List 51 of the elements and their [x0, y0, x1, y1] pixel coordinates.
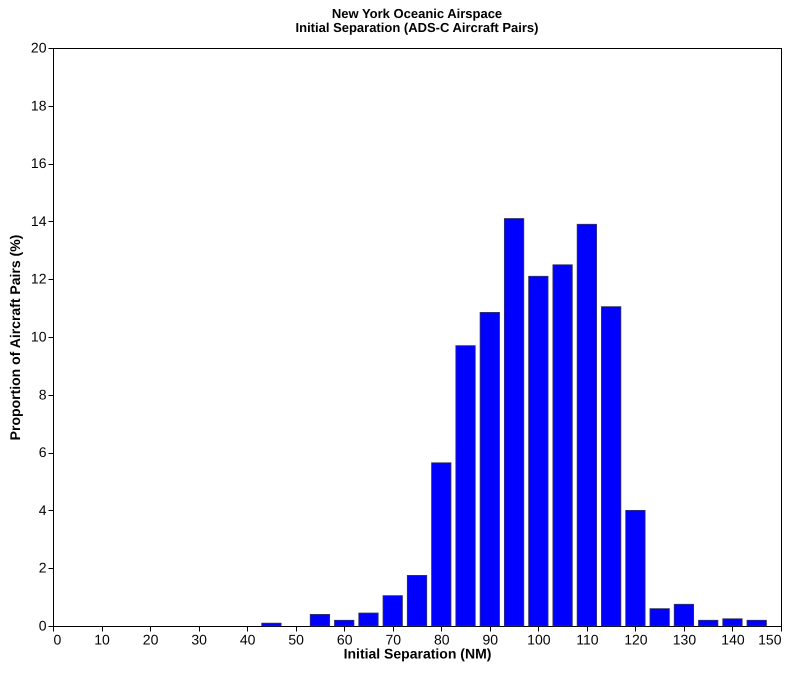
- x-tick-label: 80: [434, 632, 450, 648]
- bar: [431, 462, 452, 626]
- bar: [552, 264, 573, 626]
- bar: [334, 620, 354, 626]
- y-tick-label: 10: [30, 328, 47, 344]
- x-tick-label: 120: [624, 632, 648, 648]
- x-tick-label: 30: [191, 632, 208, 648]
- bar: [650, 608, 670, 626]
- x-tick-label: 40: [240, 632, 256, 648]
- x-tick-label: 70: [385, 632, 402, 648]
- bar: [261, 622, 282, 626]
- bar: [746, 620, 767, 626]
- bar: [722, 618, 743, 626]
- bar: [382, 595, 403, 626]
- chart-title: New York Oceanic Airspace: [332, 6, 502, 21]
- x-tick-label: 20: [142, 632, 159, 648]
- y-tick-label: 16: [30, 155, 47, 172]
- x-tick-label: 60: [336, 632, 353, 648]
- y-tick-label: 8: [38, 386, 47, 402]
- y-tick-label: 0: [38, 618, 47, 634]
- bar: [625, 510, 646, 626]
- x-tick-label: 150: [758, 632, 782, 648]
- x-tick-label: 0: [54, 632, 62, 648]
- y-tick-label: 12: [30, 270, 47, 287]
- x-tick-label: 110: [576, 632, 599, 648]
- x-tick-label: 90: [482, 632, 498, 648]
- y-tick-label: 4: [38, 502, 47, 518]
- bar: [455, 345, 476, 626]
- y-tick-label: 20: [30, 40, 47, 56]
- x-tick-label: 50: [288, 632, 304, 648]
- bar: [480, 312, 500, 626]
- x-tick-label: 130: [672, 632, 696, 648]
- bar: [528, 276, 548, 626]
- bar: [576, 224, 597, 626]
- chart-subtitle: Initial Separation (ADS-C Aircraft Pairs): [296, 20, 538, 35]
- bar: [406, 575, 428, 626]
- x-tick-label: 100: [527, 632, 551, 648]
- y-tick-label: 6: [38, 444, 47, 460]
- x-axis-title: Initial Separation (NM): [344, 646, 492, 662]
- bar: [358, 612, 379, 626]
- x-tick-label: 10: [94, 632, 110, 648]
- y-tick-label: 18: [30, 97, 47, 114]
- bar: [504, 218, 524, 626]
- x-tick-label: 140: [721, 632, 745, 648]
- bar: [601, 306, 622, 626]
- bar: [698, 620, 718, 626]
- y-tick-label: 2: [38, 560, 47, 576]
- y-tick-label: 14: [30, 212, 47, 229]
- bar: [310, 614, 330, 626]
- bar: [674, 604, 694, 626]
- y-axis-title: Proportion of Aircraft Pairs (%): [6, 234, 23, 440]
